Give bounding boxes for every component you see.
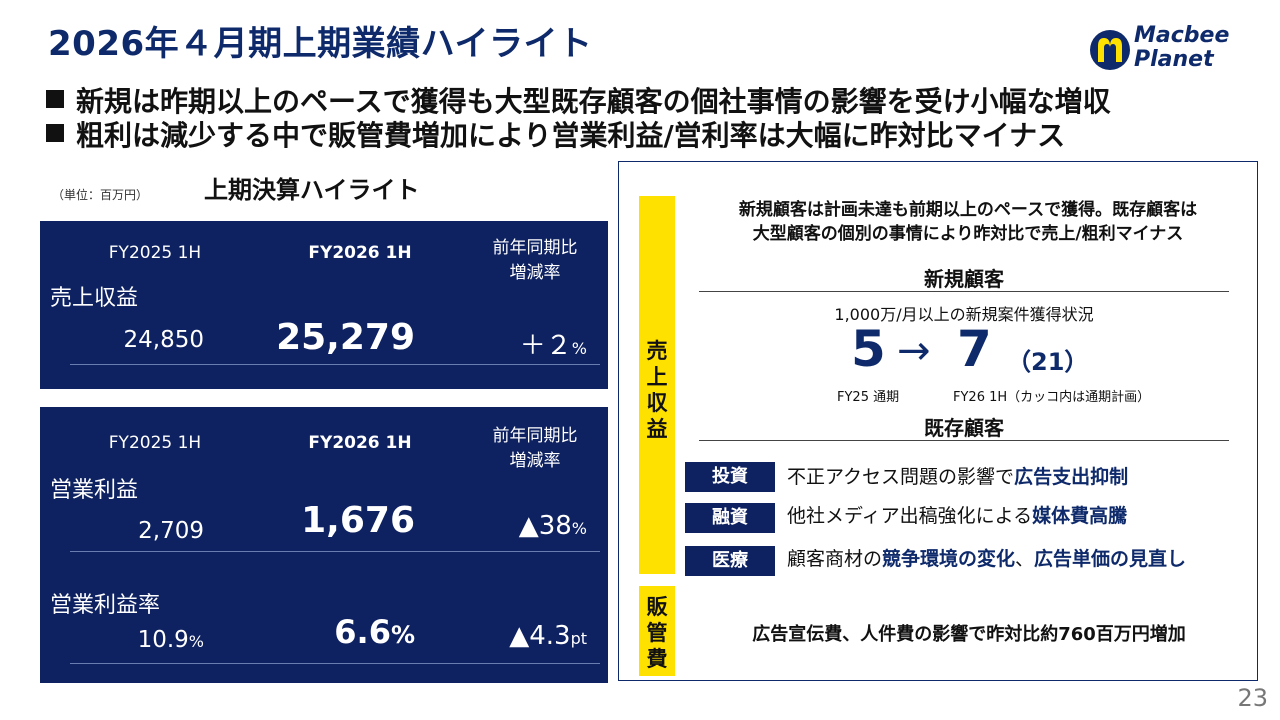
header-prev: FY2025 1H: [108, 243, 202, 263]
operating-panel: FY2025 1H FY2026 1H 前年同期比 増減率 営業利益 2,709…: [40, 407, 608, 683]
op-margin-curr-value: 6.6: [334, 613, 391, 651]
bullet-1: 新規は昨期以上のペースで獲得も大型既存顧客の個社事情の影響を受け小幅な増収: [46, 80, 1111, 120]
summary-text: 新規顧客は計画未達も前期以上のペースで獲得。既存顧客は 大型顧客の個別の事情によ…: [679, 198, 1257, 246]
op-profit-prev-value: 2,709: [138, 518, 204, 544]
op-margin-curr: 6.6%: [260, 613, 415, 651]
highlight-title: 上期決算ハイライト: [204, 176, 420, 204]
op-margin-curr-unit: %: [390, 621, 415, 649]
reason-text: 、: [1015, 548, 1035, 570]
page-title: 2026年４月期上期業績ハイライト: [48, 24, 593, 64]
reason-emphasis: 広告単価の見直し: [1034, 548, 1187, 570]
tag-medical: 医療: [685, 546, 775, 576]
header-curr: FY2026 1H: [308, 243, 412, 263]
divider: [699, 440, 1229, 441]
unit-note: （単位：百万円）: [52, 188, 149, 202]
sales-change: ＋２%: [470, 325, 587, 362]
divider: [70, 364, 600, 365]
new-to-label: FY26 1H（カッコ内は通期計画）: [953, 390, 1151, 405]
reason-emphasis: 媒体費高騰: [1032, 505, 1128, 527]
reason-medical: 顧客商材の競争環境の変化、広告単価の見直し: [787, 544, 1186, 571]
header-prev: FY2025 1H: [108, 433, 202, 453]
sga-band-text: 販管費: [646, 595, 668, 671]
sga-band: 販管費: [639, 586, 675, 676]
bullet-2-text: 粗利は減少する中で販管費増加により営業利益/営利率は大幅に昨対比マイナス: [76, 119, 1066, 152]
header-change-line1: 前年同期比: [492, 238, 578, 258]
new-plan-value: （21）: [1007, 348, 1089, 376]
logo-line1: Macbee: [1134, 23, 1230, 48]
reason-investment: 不正アクセス問題の影響で広告支出抑制: [787, 462, 1128, 489]
reason-finance: 他社メディア出稿強化による媒体費高騰: [787, 501, 1127, 528]
square-bullet-icon: [46, 90, 64, 108]
op-margin-change-value: ▲4.3: [509, 621, 571, 651]
op-margin-prev-unit: %: [188, 632, 204, 651]
op-profit-curr-value: 1,676: [301, 500, 415, 541]
commentary-panel: 売上収益 販管費 新規顧客は計画未達も前期以上のペースで獲得。既存顧客は 大型顧…: [618, 161, 1258, 681]
existing-clients-heading: 既存顧客: [924, 416, 1004, 440]
sales-band-label: 売上収益: [639, 338, 675, 442]
logo-line2: Planet: [1134, 47, 1214, 72]
header-change-line1: 前年同期比: [492, 426, 578, 446]
logo-mark-icon: [1090, 30, 1130, 70]
op-margin-prev-value: 10.9: [137, 627, 189, 653]
op-margin-change-unit: pt: [570, 629, 587, 648]
bullet-2: 粗利は減少する中で販管費増加により営業利益/営利率は大幅に昨対比マイナス: [46, 114, 1065, 154]
new-from-value: 5: [851, 320, 886, 378]
reason-emphasis: 競争環境の変化: [882, 548, 1016, 570]
macbee-planet-logo: Macbee Planet: [1088, 22, 1258, 76]
sales-band-text: 売上収益: [646, 339, 668, 441]
sales-band: 売上収益: [639, 196, 675, 574]
op-margin-change: ▲4.3pt: [470, 621, 587, 651]
new-to-value: 7: [957, 320, 992, 378]
summary-line-1: 新規顧客は計画未達も前期以上のペースで獲得。既存顧客は: [738, 200, 1198, 220]
reason-text: 他社メディア出稿強化による: [787, 505, 1033, 527]
tag-finance: 融資: [685, 503, 775, 533]
arrow-right-icon: →: [897, 328, 931, 374]
header-change-line2: 増減率: [509, 451, 561, 471]
new-clients-caption: 1,000万/月以上の新規案件獲得状況: [834, 305, 1094, 324]
op-profit-label: 営業利益: [50, 478, 139, 503]
divider: [70, 663, 600, 664]
sales-prev-value: 24,850: [123, 327, 204, 353]
reason-text: 顧客商材の: [787, 548, 883, 570]
sales-panel: FY2025 1H FY2026 1H 前年同期比 増減率 売上収益 24,85…: [40, 221, 608, 389]
bullet-1-text: 新規は昨期以上のペースで獲得も大型既存顧客の個社事情の影響を受け小幅な増収: [76, 85, 1111, 118]
op-margin-prev: 10.9%: [100, 627, 204, 653]
sales-change-unit: %: [571, 339, 587, 358]
tag-investment: 投資: [685, 462, 775, 492]
sga-band-label: 販管費: [639, 594, 675, 672]
new-from-label: FY25 通期: [837, 390, 900, 405]
reason-emphasis: 広告支出抑制: [1014, 466, 1129, 488]
square-bullet-icon: [46, 124, 64, 142]
op-profit-change: ▲38%: [470, 511, 587, 541]
sales-curr-value: 25,279: [276, 317, 415, 358]
sales-change-value: ＋２: [519, 331, 572, 361]
op-profit-change-unit: %: [571, 519, 587, 538]
divider: [699, 291, 1229, 292]
header-change-line2: 増減率: [509, 263, 561, 283]
header-curr: FY2026 1H: [308, 433, 412, 453]
new-clients-heading: 新規顧客: [924, 267, 1004, 291]
header-change: 前年同期比 増減率: [480, 421, 590, 471]
op-margin-label: 営業利益率: [50, 593, 161, 618]
summary-line-2: 大型顧客の個別の事情により昨対比で売上/粗利マイナス: [752, 224, 1184, 244]
page-number: 23: [1237, 684, 1268, 712]
reason-text: 不正アクセス問題の影響で: [787, 466, 1015, 488]
header-change: 前年同期比 増減率: [480, 233, 590, 283]
divider: [70, 551, 600, 552]
sales-label: 売上収益: [50, 286, 139, 311]
op-profit-change-value: ▲38: [518, 511, 572, 541]
sga-text: 広告宣伝費、人件費の影響で昨対比約760百万円増加: [752, 624, 1186, 645]
